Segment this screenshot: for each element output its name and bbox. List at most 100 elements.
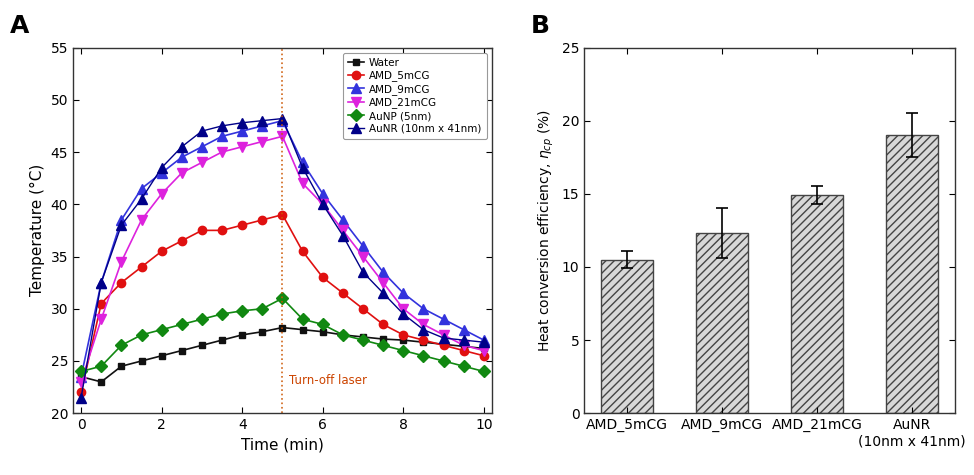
AMD_21mCG (176, 170, 188, 176)
Line: Water: Water (78, 324, 487, 385)
AMD_5mCG (337, 290, 349, 296)
AMD_9mCG (297, 160, 309, 165)
Water (418, 339, 430, 345)
Line: AMD_21mCG: AMD_21mCG (76, 132, 489, 387)
AMD_21mCG (478, 348, 490, 353)
Bar (696, 233, 748, 413)
Water (297, 327, 309, 332)
AMD_5mCG (478, 353, 490, 359)
Water (237, 332, 248, 338)
Water (196, 342, 207, 348)
Line: AuNP (5nm): AuNP (5nm) (77, 294, 488, 376)
Y-axis label: Heat conversion efficiency, $\eta_{cp}$ (%): Heat conversion efficiency, $\eta_{cp}$ … (537, 109, 556, 352)
AMD_21mCG (337, 228, 349, 233)
AuNR (10nm x 41nm) (317, 201, 328, 207)
AuNP (5nm) (377, 342, 389, 348)
AMD_9mCG (156, 170, 168, 176)
Legend: Water, AMD_5mCG, AMD_9mCG, AMD_21mCG, AuNP (5nm), AuNR (10nm x 41nm): Water, AMD_5mCG, AMD_9mCG, AMD_21mCG, Au… (343, 53, 487, 139)
AMD_9mCG (317, 191, 328, 197)
AuNR (10nm x 41nm) (418, 327, 430, 332)
AMD_21mCG (75, 379, 87, 385)
AMD_9mCG (237, 128, 248, 134)
Bar (885, 135, 938, 413)
AMD_21mCG (297, 180, 309, 186)
AMD_5mCG (418, 337, 430, 343)
AMD_5mCG (156, 248, 168, 254)
AMD_9mCG (176, 154, 188, 160)
AMD_5mCG (75, 390, 87, 395)
AuNP (5nm) (297, 316, 309, 322)
AuNP (5nm) (437, 358, 449, 364)
AMD_5mCG (176, 238, 188, 244)
Text: Turn-off laser: Turn-off laser (288, 374, 366, 387)
AMD_9mCG (478, 337, 490, 343)
Water (176, 348, 188, 353)
AMD_9mCG (196, 144, 207, 150)
AuNP (5nm) (256, 306, 268, 312)
AMD_9mCG (357, 243, 369, 249)
AuNP (5nm) (458, 363, 469, 369)
AMD_5mCG (196, 228, 207, 233)
AuNP (5nm) (478, 369, 490, 374)
Water (377, 336, 389, 342)
AMD_5mCG (256, 217, 268, 223)
AuNP (5nm) (116, 342, 128, 348)
AuNP (5nm) (216, 311, 228, 317)
AMD_21mCG (95, 316, 107, 322)
AuNP (5nm) (357, 337, 369, 343)
Water (116, 363, 128, 369)
Water (216, 337, 228, 343)
AMD_9mCG (458, 327, 469, 332)
AMD_21mCG (437, 332, 449, 338)
Water (256, 329, 268, 334)
Water (75, 374, 87, 380)
AMD_5mCG (95, 301, 107, 306)
AMD_21mCG (237, 144, 248, 150)
AuNR (10nm x 41nm) (277, 116, 288, 122)
AuNR (10nm x 41nm) (478, 339, 490, 345)
AuNR (10nm x 41nm) (357, 269, 369, 275)
AMD_5mCG (458, 348, 469, 353)
AMD_9mCG (337, 217, 349, 223)
Water (317, 329, 328, 334)
AMD_21mCG (418, 322, 430, 327)
AuNR (10nm x 41nm) (116, 222, 128, 228)
AMD_5mCG (116, 280, 128, 285)
AMD_5mCG (237, 222, 248, 228)
AMD_21mCG (397, 306, 409, 312)
AuNR (10nm x 41nm) (297, 165, 309, 171)
AMD_9mCG (116, 217, 128, 223)
AuNP (5nm) (397, 348, 409, 353)
AuNR (10nm x 41nm) (337, 233, 349, 238)
Bar (791, 195, 843, 413)
AMD_5mCG (437, 342, 449, 348)
AuNP (5nm) (277, 295, 288, 301)
Bar (601, 260, 654, 413)
AMD_5mCG (357, 306, 369, 312)
AMD_5mCG (277, 212, 288, 218)
AMD_21mCG (377, 280, 389, 285)
AuNR (10nm x 41nm) (458, 337, 469, 343)
AuNR (10nm x 41nm) (176, 144, 188, 150)
AuNR (10nm x 41nm) (135, 196, 147, 202)
Line: AMD_9mCG: AMD_9mCG (76, 116, 489, 381)
AMD_5mCG (135, 264, 147, 270)
Line: AuNR (10nm x 41nm): AuNR (10nm x 41nm) (76, 114, 489, 402)
Water (397, 337, 409, 343)
AMD_21mCG (135, 217, 147, 223)
AMD_9mCG (437, 316, 449, 322)
AMD_9mCG (256, 123, 268, 129)
Water (437, 342, 449, 347)
AMD_9mCG (216, 133, 228, 139)
AMD_5mCG (317, 275, 328, 280)
AuNP (5nm) (156, 327, 168, 332)
AMD_5mCG (216, 228, 228, 233)
AMD_9mCG (95, 280, 107, 285)
AuNR (10nm x 41nm) (216, 123, 228, 129)
Water (478, 346, 490, 352)
AuNP (5nm) (75, 369, 87, 374)
Water (277, 325, 288, 331)
AuNP (5nm) (135, 332, 147, 338)
Water (458, 343, 469, 349)
AuNR (10nm x 41nm) (75, 395, 87, 400)
